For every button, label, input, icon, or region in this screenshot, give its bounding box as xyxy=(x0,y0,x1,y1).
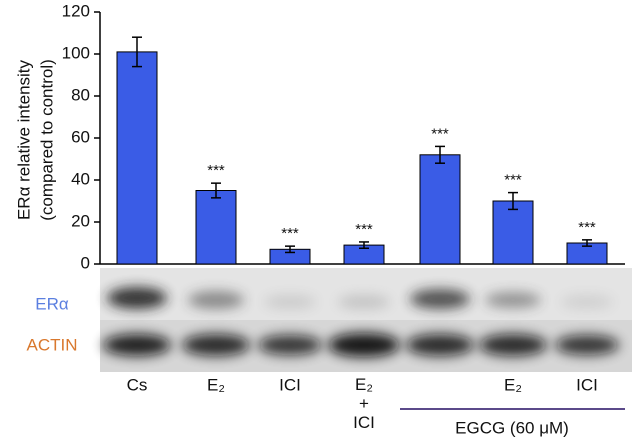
x-tick-label: ICI xyxy=(576,375,598,394)
blot-label: ACTIN xyxy=(27,335,78,354)
significance-label: *** xyxy=(578,219,596,236)
y-tick-label: 60 xyxy=(71,127,90,146)
error-bar xyxy=(508,191,518,211)
y-tick-label: 20 xyxy=(71,211,90,230)
y-tick-label: 120 xyxy=(62,1,90,20)
significance-label: *** xyxy=(207,162,225,179)
group-label: EGCG (60 μM) xyxy=(455,418,569,437)
error-bar xyxy=(285,245,295,254)
x-tick-label: E₂ xyxy=(504,375,522,394)
x-tick-label: ICI xyxy=(279,375,301,394)
x-tick-label: E₂ + ICI xyxy=(353,375,375,432)
y-tick-label: 80 xyxy=(71,85,90,104)
x-tick-label: Cs xyxy=(127,375,148,394)
blot-image xyxy=(100,268,632,372)
error-bar xyxy=(435,145,445,164)
bar xyxy=(419,154,461,265)
y-axis-label: (compared to control) xyxy=(37,59,56,221)
error-bar xyxy=(132,36,142,68)
bar xyxy=(116,51,158,265)
bar xyxy=(492,200,534,265)
x-tick-label: E₂ xyxy=(207,375,225,394)
significance-label: *** xyxy=(504,172,522,189)
bar xyxy=(195,190,237,265)
y-tick-label: 100 xyxy=(62,43,90,62)
significance-label: *** xyxy=(355,221,373,238)
error-bar xyxy=(211,182,221,199)
y-tick-label: 40 xyxy=(71,169,90,188)
significance-label: *** xyxy=(281,225,299,242)
y-tick-label: 0 xyxy=(81,253,90,272)
error-bar xyxy=(359,241,369,249)
error-bar xyxy=(582,239,592,247)
significance-label: *** xyxy=(431,125,449,142)
blot-label: ERα xyxy=(35,294,69,313)
y-axis-label: ERα relative intensity xyxy=(14,59,33,220)
